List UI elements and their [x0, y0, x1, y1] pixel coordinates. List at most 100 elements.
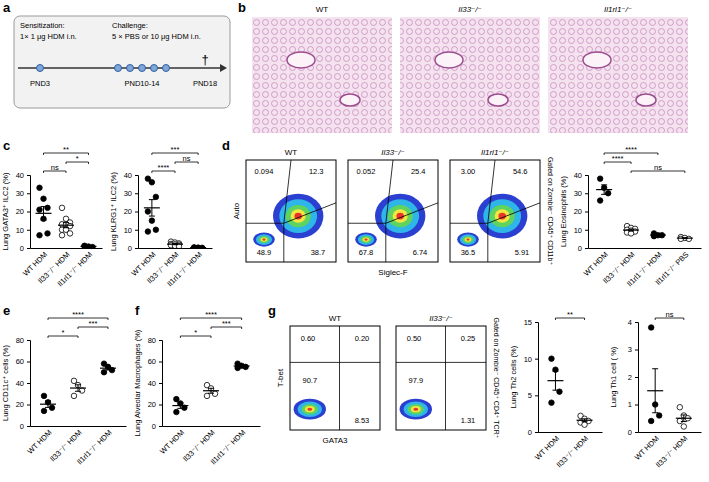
- density-contour: [355, 232, 377, 246]
- gate-line: [348, 223, 386, 224]
- flow-plot: 0.05225.467.86.74: [348, 160, 438, 262]
- data-point: [145, 209, 151, 215]
- category-label: WT HDM: [633, 434, 661, 462]
- error-bar: [601, 185, 607, 194]
- x-tick: WT HDM: [633, 432, 661, 462]
- step-title: Sensitization:: [20, 21, 65, 30]
- category-label: WT HDM: [533, 434, 561, 462]
- tick-label: 10: [524, 355, 532, 364]
- data-point: [37, 232, 43, 238]
- tick-mark: [135, 175, 138, 176]
- density-contour: [466, 238, 469, 240]
- gate-percentage: 48.9: [257, 248, 272, 257]
- density-contour: [294, 399, 326, 420]
- significance-label: ns: [183, 154, 191, 163]
- y-tick: 0: [20, 422, 30, 431]
- gate-line: [450, 223, 488, 224]
- density-contour: [393, 209, 408, 222]
- density-contour: [413, 408, 418, 411]
- timeline: Sensitization:1× 1 μg HDM i.n.Challenge:…: [14, 16, 230, 108]
- tick-mark: [585, 248, 588, 249]
- y-tick: 80: [16, 336, 30, 345]
- data-point: [67, 231, 73, 237]
- axis-title: Siglec-F: [378, 268, 407, 277]
- y-tick: 60: [16, 357, 30, 366]
- mean-line: [623, 230, 639, 231]
- significance-label: ***: [222, 319, 231, 328]
- panel-label: f: [135, 303, 140, 318]
- x-axis: WT HDMIl33⁻/⁻ HDMIl1rl1⁻/⁻ HDM: [21, 248, 102, 288]
- error-bar: [63, 223, 69, 228]
- y-tick: 20: [16, 207, 30, 216]
- tick-label: 10: [16, 226, 24, 235]
- gate-percentage: 5.91: [515, 248, 530, 257]
- histology-image: [400, 17, 540, 133]
- axis-title: Lung Alveolar Macrophages (%): [133, 329, 142, 436]
- tick-label: 30: [574, 189, 582, 198]
- density-contour: [388, 205, 413, 227]
- tick-label: 0: [528, 428, 532, 437]
- density-contour: [358, 234, 374, 245]
- flow-title: Il33⁻/⁻: [429, 314, 453, 323]
- density-contour: [273, 194, 323, 239]
- density-contour: [495, 209, 510, 222]
- y-tick: 20: [16, 400, 30, 409]
- tick-mark: [135, 248, 138, 249]
- marks: [40, 361, 116, 414]
- endpoint-symbol: †: [201, 52, 208, 67]
- tick-label: 80: [16, 336, 24, 345]
- y-tick: 40: [16, 379, 30, 388]
- tick-mark: [27, 383, 30, 384]
- gate-line: [283, 223, 284, 262]
- tick-mark: [535, 359, 538, 360]
- data-point: [153, 194, 159, 200]
- tick-label: 80: [148, 336, 156, 345]
- density-contour: [302, 404, 318, 414]
- y-tick: 0: [578, 244, 588, 253]
- tick-mark: [135, 230, 138, 231]
- dose-dot: [139, 65, 146, 72]
- significance-label: **: [567, 310, 573, 319]
- category-label: Il1rl1⁻/⁻ HDM: [56, 250, 94, 288]
- tick-label: 10: [124, 226, 132, 235]
- plot-frame: [290, 326, 380, 430]
- y-tick: 3: [628, 345, 638, 354]
- y-tick: 20: [574, 207, 588, 216]
- gate-percentage: 54.6: [513, 167, 528, 176]
- axis-line: [31, 426, 127, 427]
- significance-label: ***: [89, 319, 98, 328]
- gate-percentage: 90.7: [302, 376, 317, 385]
- airway: [435, 52, 463, 68]
- data-point: [597, 176, 603, 182]
- data-point: [149, 218, 155, 224]
- data-point: [41, 393, 47, 399]
- plot-ground: [348, 160, 438, 262]
- marks: [547, 356, 592, 428]
- marks: [36, 185, 97, 248]
- x-tick: WT HDM: [26, 426, 54, 456]
- y-tick: 5: [528, 391, 538, 400]
- density-contour: [408, 404, 424, 414]
- tick-mark: [635, 432, 638, 433]
- gate-line: [396, 362, 486, 363]
- gate-percentage: 0.50: [407, 334, 422, 343]
- panel-label: g: [268, 303, 276, 318]
- significance-label: ****: [158, 163, 170, 172]
- tick-label: 20: [124, 207, 132, 216]
- mean-line: [190, 247, 206, 248]
- mean-line: [677, 238, 693, 239]
- y-tick: 10: [16, 226, 30, 235]
- mean-line: [234, 365, 250, 366]
- y-tick: 60: [148, 357, 162, 366]
- significance-label: ****: [72, 310, 84, 319]
- mean-line: [167, 244, 183, 245]
- data-point: [597, 198, 603, 204]
- density-contour: [307, 408, 312, 411]
- axis-line: [27, 176, 31, 249]
- y-tick: 20: [124, 207, 138, 216]
- gate-percentage: 0.25: [461, 334, 476, 343]
- density-contour: [465, 237, 471, 241]
- significance-label: ***: [171, 145, 180, 154]
- gate-note: Gated on Zombie⁻ CD45⁺ CD4⁺ TCR⁺: [493, 318, 500, 439]
- timepoint-label: PND3: [30, 79, 50, 88]
